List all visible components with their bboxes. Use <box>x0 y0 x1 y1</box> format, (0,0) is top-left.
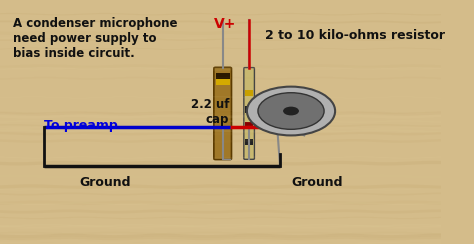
Text: To preamp: To preamp <box>44 119 118 132</box>
Bar <box>245 90 253 96</box>
Text: A condenser microphone
need power supply to
bias inside circuit.: A condenser microphone need power supply… <box>13 17 178 60</box>
Circle shape <box>247 87 335 135</box>
Bar <box>245 106 253 112</box>
Text: V+: V+ <box>214 17 236 31</box>
Bar <box>216 76 230 85</box>
Bar <box>245 139 253 145</box>
FancyBboxPatch shape <box>244 68 255 159</box>
Text: Ground: Ground <box>291 176 343 189</box>
FancyBboxPatch shape <box>214 67 231 160</box>
Bar <box>245 122 253 129</box>
Bar <box>216 73 230 79</box>
Circle shape <box>258 93 324 129</box>
Text: 2 to 10 kilo-ohms resistor: 2 to 10 kilo-ohms resistor <box>264 29 445 42</box>
Text: Ground: Ground <box>79 176 131 189</box>
Circle shape <box>283 107 299 115</box>
Text: 2.2 uf
cap: 2.2 uf cap <box>191 98 229 126</box>
